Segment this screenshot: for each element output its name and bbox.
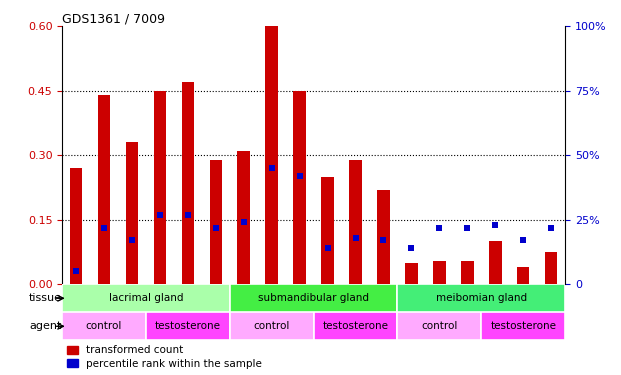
Bar [146,312,230,340]
Bar [314,312,397,340]
Bar [230,312,314,340]
Text: testosterone: testosterone [490,321,556,331]
Legend: transformed count, percentile rank within the sample: transformed count, percentile rank withi… [67,345,262,369]
Bar [181,82,194,284]
Bar [397,284,565,312]
Bar [433,261,446,284]
Bar [70,168,83,284]
Bar [405,263,418,284]
Bar [237,151,250,284]
Bar [62,284,230,312]
Text: GDS1361 / 7009: GDS1361 / 7009 [62,12,165,25]
Text: control: control [86,321,122,331]
Bar [153,91,166,284]
Bar [97,95,111,284]
Text: testosterone: testosterone [322,321,389,331]
Bar [125,142,138,284]
Bar [230,284,397,312]
Text: testosterone: testosterone [155,321,221,331]
Text: control: control [421,321,458,331]
Bar [293,91,306,284]
Bar [377,190,390,284]
Bar [461,261,474,284]
Text: lacrimal gland: lacrimal gland [109,293,183,303]
Bar [489,241,502,284]
Bar [265,26,278,284]
Text: control: control [253,321,290,331]
Bar [349,159,362,284]
Text: agent: agent [30,321,62,331]
Bar [209,159,222,284]
Bar [397,312,481,340]
Text: meibomian gland: meibomian gland [436,293,527,303]
Bar [481,312,565,340]
Bar [517,267,530,284]
Text: tissue: tissue [29,293,62,303]
Bar [321,177,334,284]
Bar [62,312,146,340]
Text: submandibular gland: submandibular gland [258,293,369,303]
Bar [545,252,558,284]
